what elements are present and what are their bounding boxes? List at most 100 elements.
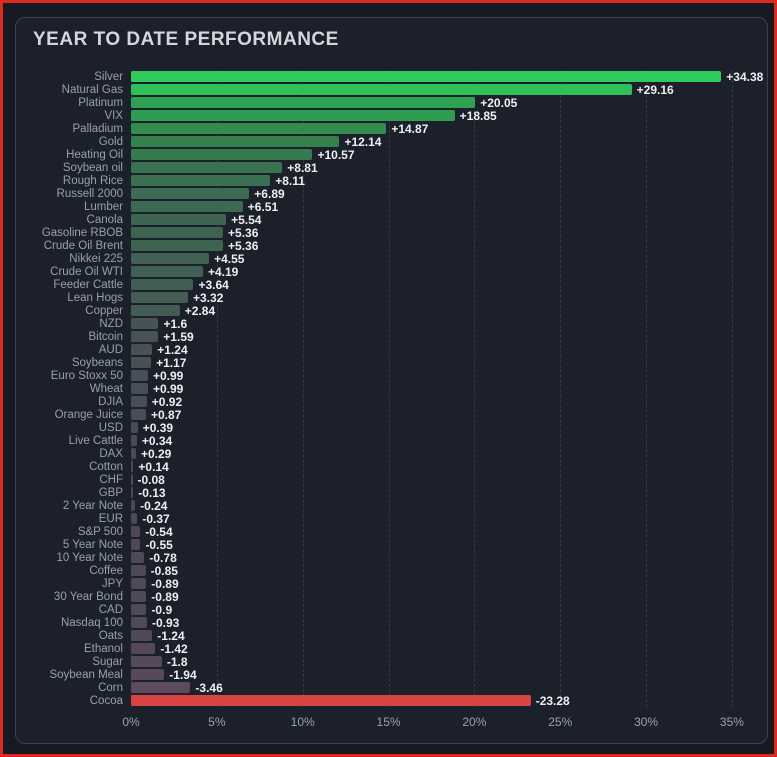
bar	[131, 552, 145, 563]
value-label: +3.64	[198, 277, 229, 292]
value-label: +12.14	[344, 134, 382, 149]
bar	[131, 669, 165, 680]
bar-row: Soybean oil +8.81	[16, 161, 767, 175]
bar-row: AUD +1.24	[16, 343, 767, 357]
bar-row: Ethanol -1.42	[16, 641, 767, 656]
bar	[131, 539, 141, 550]
value-label: +3.32	[193, 290, 224, 305]
bar-row: Copper +2.84	[16, 304, 767, 318]
bar-row: USD +0.39	[16, 420, 767, 435]
value-label: +10.57	[317, 147, 355, 162]
gridline-35%	[731, 70, 733, 707]
bar-row: VIX +18.85	[16, 109, 767, 123]
value-label: -0.37	[142, 511, 170, 526]
bar	[131, 227, 224, 238]
category-label: CAD	[98, 603, 123, 616]
bar-row: Natural Gas +29.16	[16, 82, 767, 97]
bar-row: Lumber +6.51	[16, 200, 767, 214]
bar-row: Cotton +0.14	[16, 459, 767, 474]
value-label: -3.46	[195, 680, 223, 695]
bar-row: Platinum +20.05	[16, 96, 767, 110]
bar	[131, 110, 455, 121]
category-label: Heating Oil	[66, 148, 123, 161]
value-label: +0.34	[141, 433, 173, 448]
bar-row: GBP -0.13	[16, 486, 767, 500]
value-label: +5.54	[231, 212, 262, 227]
bar	[131, 656, 162, 667]
category-label: S&P 500	[77, 525, 123, 538]
value-label: -1.24	[157, 628, 185, 643]
bar	[131, 617, 147, 628]
category-label: 30 Year Bond	[53, 590, 123, 603]
bar-row: JPY -0.89	[16, 577, 767, 591]
value-label: -0.89	[151, 589, 179, 604]
category-label: Orange Juice	[54, 408, 123, 421]
bar-row: Heating Oil +10.57	[16, 147, 767, 162]
category-label: 10 Year Note	[56, 551, 123, 564]
value-label: +34.38	[726, 69, 764, 84]
bar	[131, 292, 188, 303]
bar	[131, 318, 159, 329]
bar	[131, 136, 340, 147]
category-label: Nikkei 225	[69, 252, 123, 265]
category-label: DAX	[99, 447, 123, 460]
category-label: Lumber	[84, 200, 123, 213]
category-label: Palladium	[72, 122, 124, 135]
category-label: Gold	[98, 135, 123, 148]
bar	[131, 71, 722, 82]
category-label: Oats	[98, 629, 123, 642]
category-label: Cotton	[89, 460, 123, 473]
gridline-30%	[646, 70, 648, 707]
x-tick-label: 10%	[290, 715, 315, 729]
bar-row: CHF -0.08	[16, 472, 767, 487]
value-label: +0.99	[152, 381, 184, 396]
gridline-25%	[560, 70, 562, 707]
value-label: +1.17	[156, 355, 187, 370]
category-label: Crude Oil Brent	[43, 239, 123, 252]
bar-row: Feeder Cattle +3.64	[16, 277, 767, 292]
category-label: AUD	[98, 343, 123, 356]
category-label: Russell 2000	[56, 187, 123, 200]
value-label: -1.42	[160, 641, 188, 656]
bar	[131, 383, 148, 394]
value-label: +4.55	[214, 251, 245, 266]
bar	[131, 448, 136, 459]
bar	[131, 97, 476, 108]
category-label: Copper	[85, 304, 123, 317]
value-label: -0.08	[137, 472, 165, 487]
bar	[131, 435, 137, 446]
value-label: +0.39	[142, 420, 174, 435]
bar-row: Rough Rice +8.11	[16, 174, 767, 188]
value-label: -0.85	[150, 563, 178, 578]
gridline-15%	[388, 70, 390, 707]
category-label: DJIA	[98, 395, 123, 408]
category-label: NZD	[99, 317, 123, 330]
bar	[131, 682, 191, 693]
category-label: Live Cattle	[68, 434, 123, 447]
bar-row: Nasdaq 100 -0.93	[16, 616, 767, 630]
x-tick-label: 25%	[548, 715, 573, 729]
bar-row: S&P 500 -0.54	[16, 524, 767, 539]
category-label: Soybean Meal	[49, 668, 123, 681]
value-label: +0.29	[140, 446, 172, 461]
bar	[131, 266, 203, 277]
bar	[131, 630, 153, 641]
bar-row: Soybeans +1.17	[16, 355, 767, 370]
value-label: +0.14	[138, 459, 169, 474]
bar	[131, 526, 141, 537]
bar	[131, 578, 147, 589]
bar-row: NZD +1.6	[16, 317, 767, 331]
category-label: Ethanol	[83, 642, 123, 655]
bar-row: Gasoline RBOB +5.36	[16, 226, 767, 240]
category-label: Lean Hogs	[67, 291, 123, 304]
category-label: GBP	[98, 486, 123, 499]
category-label: USD	[98, 421, 123, 434]
category-label: Feeder Cattle	[53, 278, 123, 291]
value-label: +29.16	[636, 82, 674, 97]
value-label: -0.54	[145, 524, 173, 539]
value-label: +14.87	[391, 121, 429, 136]
bar-row: Canola +5.54	[16, 212, 767, 227]
bar-row: Crude Oil Brent +5.36	[16, 239, 767, 253]
category-label: Bitcoin	[88, 330, 123, 343]
bar-row: 5 Year Note -0.55	[16, 538, 767, 552]
